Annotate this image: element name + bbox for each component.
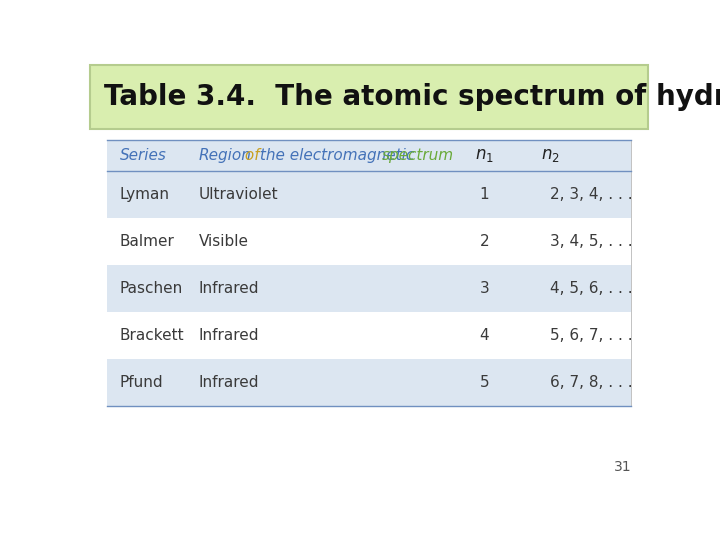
Text: Infrared: Infrared [199,375,259,390]
Text: Table 3.4.  The atomic spectrum of hydrogen: Table 3.4. The atomic spectrum of hydrog… [104,83,720,111]
FancyBboxPatch shape [90,65,648,129]
Text: $n_1$: $n_1$ [475,146,494,164]
Text: spectrum: spectrum [382,148,454,163]
Text: 3, 4, 5, . . .: 3, 4, 5, . . . [550,234,633,249]
FancyBboxPatch shape [107,171,631,218]
Text: 4, 5, 6, . . .: 4, 5, 6, . . . [550,281,633,296]
Text: the electromagnetic: the electromagnetic [255,148,419,163]
Text: Ultraviolet: Ultraviolet [199,187,278,202]
Text: 4: 4 [480,328,489,343]
Text: 2, 3, 4, . . .: 2, 3, 4, . . . [550,187,633,202]
FancyBboxPatch shape [107,140,631,406]
Text: 5, 6, 7, . . .: 5, 6, 7, . . . [550,328,633,343]
FancyBboxPatch shape [107,218,631,265]
Text: 3: 3 [480,281,490,296]
FancyBboxPatch shape [107,265,631,312]
Text: 1: 1 [480,187,489,202]
Text: Region: Region [199,148,251,163]
Text: 5: 5 [480,375,489,390]
Text: Pfund: Pfund [120,375,163,390]
Text: 6, 7, 8, . . .: 6, 7, 8, . . . [550,375,633,390]
Text: Brackett: Brackett [120,328,184,343]
Text: Infrared: Infrared [199,281,259,296]
Text: Series: Series [120,148,167,163]
Text: of: of [240,148,259,163]
Text: Visible: Visible [199,234,248,249]
FancyBboxPatch shape [107,359,631,406]
Text: 2: 2 [480,234,489,249]
FancyBboxPatch shape [107,312,631,359]
Text: Balmer: Balmer [120,234,175,249]
Text: $n_2$: $n_2$ [541,146,559,164]
Text: Paschen: Paschen [120,281,183,296]
FancyBboxPatch shape [107,140,631,171]
Text: Infrared: Infrared [199,328,259,343]
Text: Lyman: Lyman [120,187,170,202]
Text: 31: 31 [613,461,631,474]
